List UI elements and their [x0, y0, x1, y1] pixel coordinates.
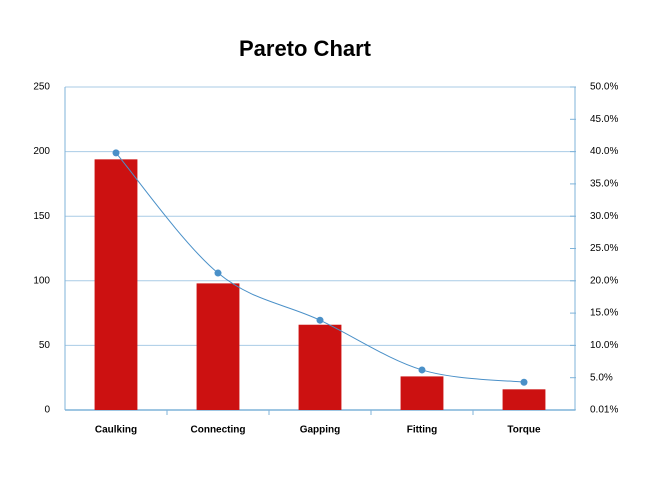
y-tick-label: 250: [33, 82, 50, 93]
bar: [94, 159, 138, 410]
x-tick-label: Fitting: [407, 425, 438, 436]
y2-tick-label: 40.0%: [590, 146, 618, 157]
y2-tick-label: 5.0%: [590, 372, 613, 383]
bar: [196, 283, 240, 410]
x-tick-label: Caulking: [95, 425, 137, 436]
bar: [298, 324, 342, 410]
chart-title: Pareto Chart: [239, 36, 372, 61]
bar: [400, 376, 444, 410]
y2-tick-label: 50.0%: [590, 82, 618, 93]
bar: [502, 389, 546, 410]
line-point: [112, 149, 120, 157]
line-point: [418, 366, 426, 374]
y2-tick-label: 10.0%: [590, 340, 618, 351]
y-tick-label: 0: [44, 405, 50, 416]
line-point: [520, 378, 528, 386]
line-point: [316, 316, 324, 324]
x-tick-label: Gapping: [300, 425, 341, 436]
y-tick-label: 200: [33, 146, 50, 157]
line-point: [214, 269, 222, 277]
y2-tick-label: 15.0%: [590, 308, 618, 319]
x-tick-label: Torque: [507, 425, 541, 436]
y2-tick-label: 45.0%: [590, 114, 618, 125]
y-tick-label: 50: [39, 340, 51, 351]
y2-tick-label: 0.01%: [590, 405, 618, 416]
y2-tick-label: 35.0%: [590, 179, 618, 190]
x-tick-label: Connecting: [191, 425, 246, 436]
y-tick-label: 150: [33, 211, 50, 222]
y2-tick-label: 30.0%: [590, 211, 618, 222]
y-tick-label: 100: [33, 275, 50, 286]
y2-tick-label: 20.0%: [590, 275, 618, 286]
y2-tick-label: 25.0%: [590, 243, 618, 254]
